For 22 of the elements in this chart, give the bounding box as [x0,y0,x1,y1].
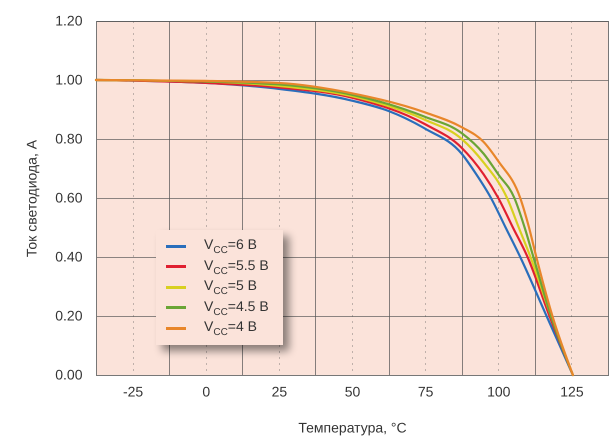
x-tick-label: -25 [122,384,144,400]
y-tick-label: 1.20 [55,12,83,28]
legend-label: V$_{CC}$=5.5 В [204,256,269,277]
x-tick-label: 0 [202,384,210,400]
y-tick-label: 0.80 [55,130,83,146]
x-tick-label: 75 [418,384,434,400]
legend-label: V$_{CC}$=4 В [204,318,257,338]
x-axis-title: Температура, °C [298,420,407,436]
y-tick-label: 0.40 [55,248,83,264]
x-tick-label: 50 [344,384,360,400]
y-tick-label: 0.20 [55,308,83,324]
x-tick-label: 125 [560,384,584,400]
line-series [94,78,574,376]
x-tick-label: 100 [487,384,511,400]
y-tick-label: 0.00 [55,366,83,382]
x-tick-label: 25 [272,384,288,400]
y-axis-title: Ток светодиода, А [23,139,40,258]
legend-label: V$_{CC}$=5 В [204,277,257,298]
legend-label: V$_{CC}$=4.5 В [204,298,269,318]
y-tick-label: 1.00 [55,72,83,88]
y-tick-label: 0.60 [55,190,83,206]
legend-label: V$_{CC}$=6 В [204,236,257,256]
